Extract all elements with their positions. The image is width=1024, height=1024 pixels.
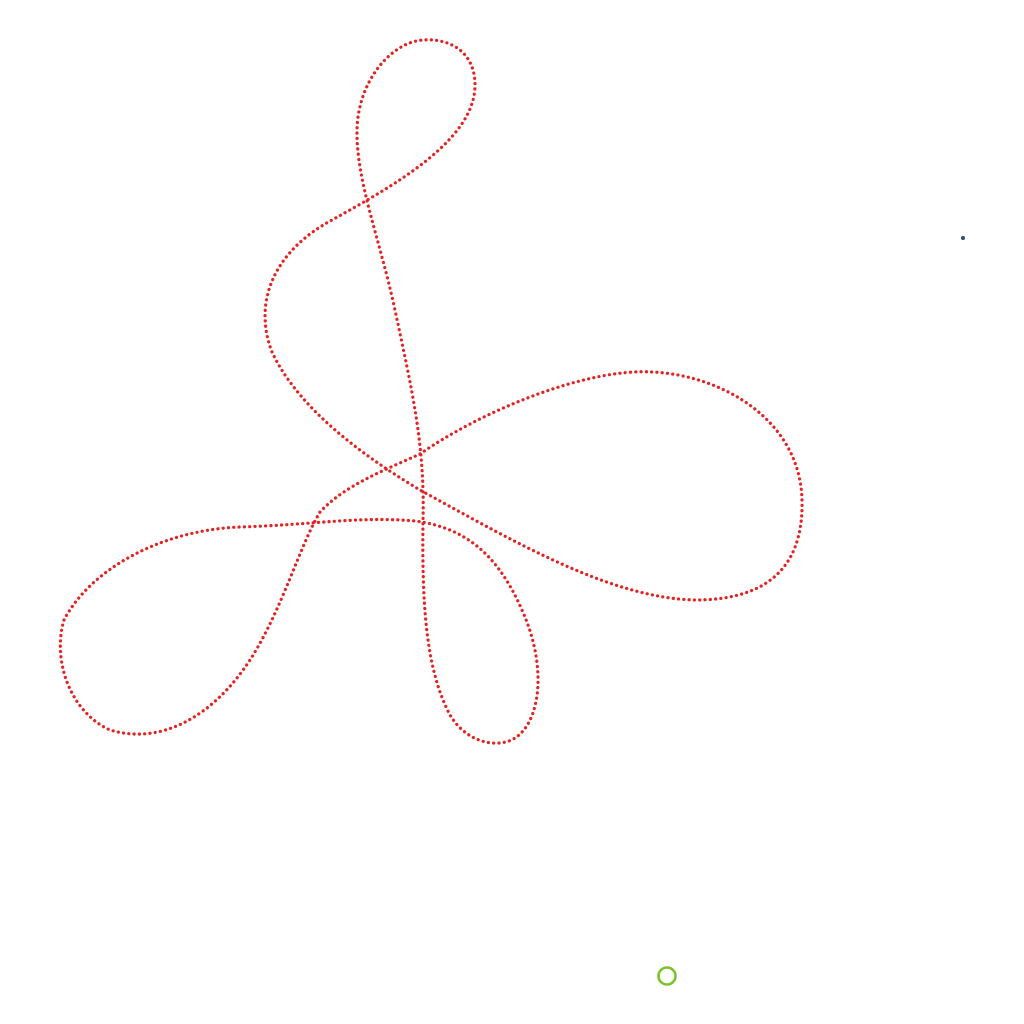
ring-marker [657, 966, 677, 986]
dotted-knot-curve [58, 38, 804, 745]
dot-marker [961, 236, 965, 240]
